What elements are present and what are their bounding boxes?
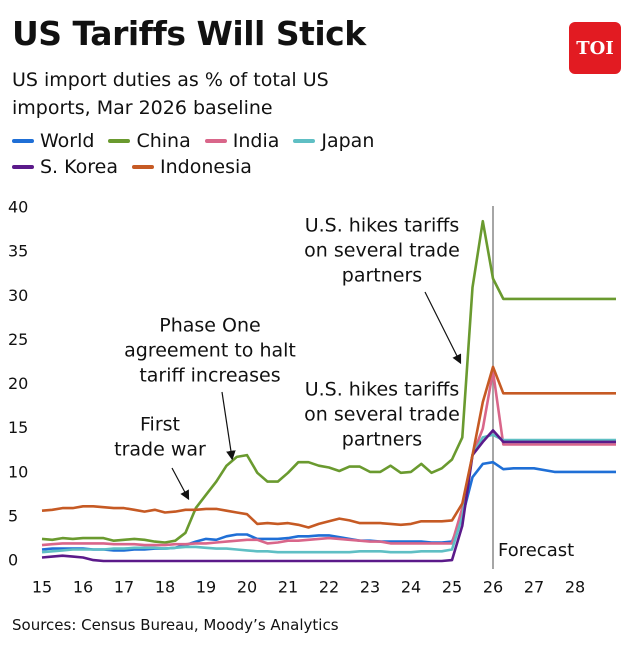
annotation: tariff increases	[139, 365, 280, 387]
y-tick-label: 25	[8, 330, 28, 349]
x-tick-label: 27	[524, 578, 544, 597]
x-tick-label: 16	[73, 578, 93, 597]
legend-swatch	[293, 139, 316, 143]
forecast-label: Forecast	[498, 540, 574, 561]
y-tick-label: 20	[8, 374, 28, 393]
x-tick-label: 19	[196, 578, 216, 597]
series-line	[41, 433, 616, 554]
annotation-arrow	[221, 391, 236, 461]
annotation-arrow	[171, 467, 190, 501]
legend-item: World	[12, 128, 94, 154]
legend-label: China	[136, 130, 191, 152]
legend-label: India	[232, 130, 280, 152]
x-tick-label: 17	[114, 578, 134, 597]
subtitle: US import duties as % of total US import…	[12, 69, 329, 119]
annotation: U.S. hikes tariffs	[305, 215, 460, 237]
series-line	[41, 365, 616, 529]
legend-item: Japan	[293, 128, 374, 154]
annotation: partners	[342, 429, 422, 451]
x-tick-label: 23	[360, 578, 380, 597]
x-tick-label: 25	[442, 578, 462, 597]
x-tick-label: 15	[32, 578, 52, 597]
legend-item: India	[204, 128, 280, 154]
chart: 0 5 10 15 20 25 30 35 40 15 16 17 18 19 20 21 22 23 24 25 26…	[8, 198, 616, 597]
series-line	[41, 219, 616, 544]
annotation: First	[140, 414, 180, 436]
legend: World China India Japan S. Korea Indonesia	[12, 128, 412, 180]
legend-item: China	[108, 128, 191, 154]
legend-label: Japan	[321, 130, 375, 152]
x-tick-label: 26	[483, 578, 503, 597]
legend-swatch	[12, 139, 34, 143]
annotation: Phase One	[159, 315, 260, 337]
annotation: partners	[342, 265, 422, 287]
logo: TOI	[569, 22, 621, 74]
series-line	[41, 460, 616, 552]
legend-label: S. Korea	[40, 156, 119, 178]
x-tick-label: 22	[319, 578, 339, 597]
y-tick-label: 5	[8, 506, 18, 525]
legend-swatch	[204, 139, 227, 143]
annotation: on several trade	[304, 404, 460, 426]
y-tick-label: 30	[8, 286, 28, 305]
legend-item: Indonesia	[132, 154, 252, 180]
y-tick-label: 15	[8, 418, 28, 437]
legend-swatch	[132, 165, 155, 169]
legend-label: Indonesia	[160, 156, 252, 178]
annotation: trade war	[114, 439, 206, 461]
series-line	[41, 370, 616, 547]
y-tick-label: 0	[8, 551, 18, 570]
y-tick-label: 10	[8, 462, 28, 481]
annotation: U.S. hikes tariffs	[305, 379, 460, 401]
legend-item: S. Korea	[12, 154, 118, 180]
annotation: agreement to halt	[124, 340, 296, 362]
legend-swatch	[108, 139, 131, 143]
legend-swatch	[12, 165, 34, 169]
legend-label: World	[40, 130, 95, 152]
y-tick-label: 35	[8, 242, 28, 261]
x-tick-label: 24	[401, 578, 421, 597]
source: Sources: Census Bureau, Moody’s Analytic…	[12, 616, 339, 634]
series-line	[41, 429, 616, 563]
x-tick-label: 28	[565, 578, 585, 597]
x-tick-label: 18	[155, 578, 175, 597]
y-tick-label: 40	[8, 198, 28, 217]
x-tick-label: 20	[237, 578, 257, 597]
title: US Tariffs Will Stick	[12, 14, 366, 53]
annotation: on several trade	[304, 240, 460, 262]
x-tick-label: 21	[278, 578, 298, 597]
annotation-arrow	[424, 291, 462, 365]
